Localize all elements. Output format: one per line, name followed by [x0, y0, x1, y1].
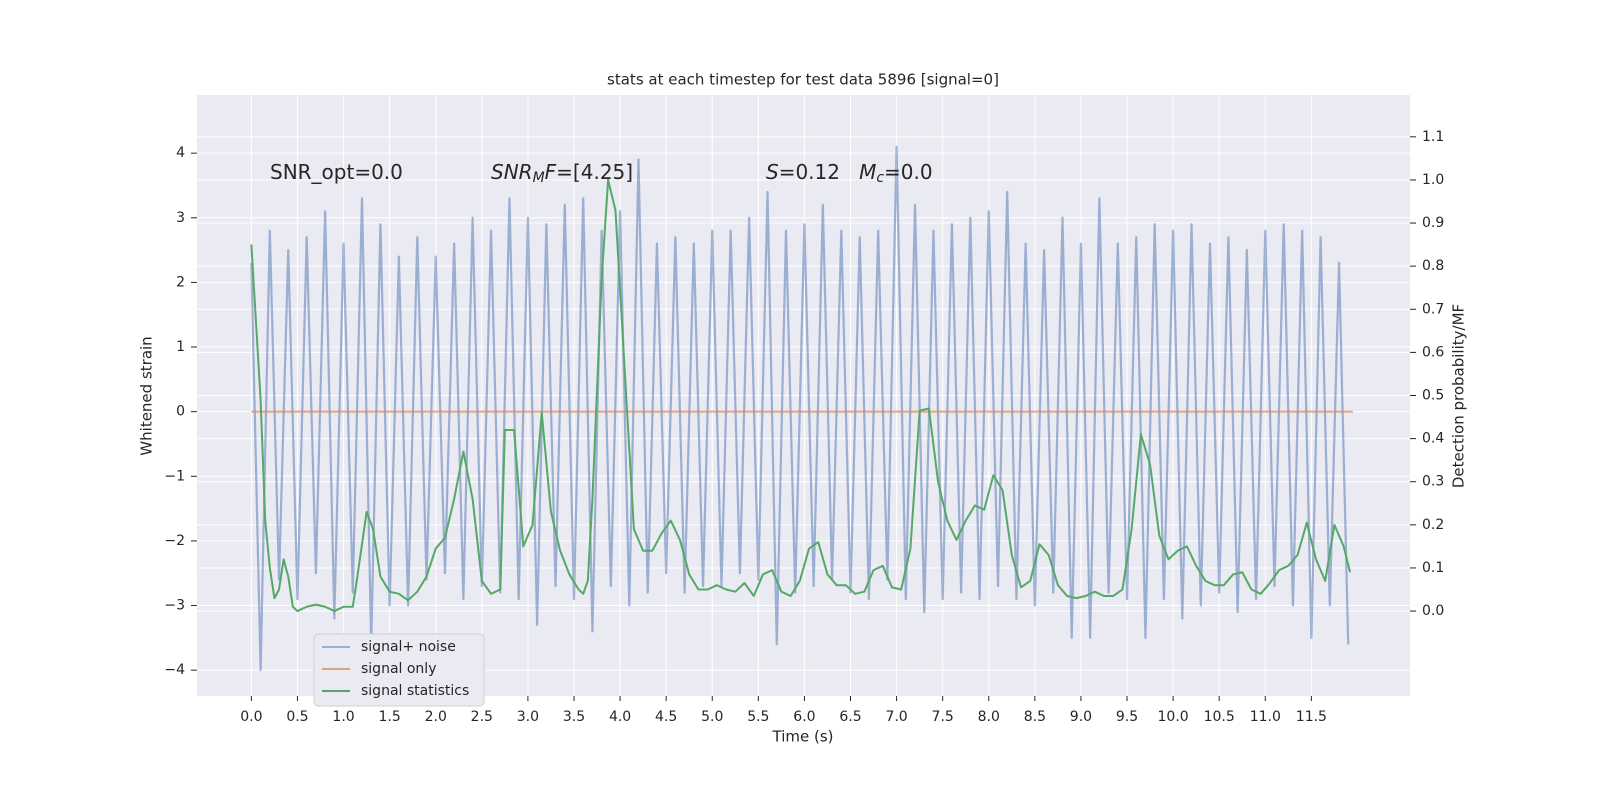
x-tick-label: 5.0 — [701, 709, 723, 725]
x-tick-label: 7.0 — [885, 709, 907, 725]
y-tick-label: 4 — [176, 145, 185, 161]
annotation: S=0.12 Mc=0.0 — [766, 160, 933, 187]
x-tick-label: 1.5 — [379, 709, 401, 725]
x-tick-label: 4.5 — [655, 709, 677, 725]
y2-tick-label: 1.0 — [1422, 172, 1444, 188]
annotation-part: F — [545, 160, 557, 184]
x-tick-label: 8.5 — [1024, 709, 1046, 725]
y2-tick-label: 0.0 — [1422, 603, 1444, 619]
x-tick-label: 11.5 — [1296, 709, 1327, 725]
legend: signal+ noise signal only signal statistic… — [313, 633, 485, 707]
y-tick-label: 3 — [176, 210, 185, 226]
y2-tick-label: 0.1 — [1422, 560, 1444, 576]
annotation-part: M — [533, 170, 545, 186]
series-line — [250, 178, 1352, 613]
y2-tick-label: 0.9 — [1422, 215, 1444, 231]
y2-tick-label: 0.7 — [1422, 301, 1444, 317]
y-tick-label: 1 — [176, 339, 185, 355]
series-line — [250, 145, 1350, 672]
x-tick-label: 0.5 — [286, 709, 308, 725]
y-tick-label: 0 — [176, 404, 185, 420]
x-tick-label: 4.0 — [609, 709, 631, 725]
y-tick-label: −1 — [164, 468, 185, 484]
x-tick-label: 10.5 — [1204, 709, 1235, 725]
x-tick-label: 5.5 — [747, 709, 769, 725]
annotation-part: =0.12 — [779, 160, 859, 184]
annotation-part: SNR_opt=0.0 — [270, 160, 403, 184]
legend-label: signal statistics — [361, 683, 469, 699]
y-tick-label: −4 — [164, 662, 185, 678]
y2-axis-label: Detection probability/MF — [1450, 304, 1468, 488]
annotation-part: =0.0 — [884, 160, 933, 184]
y2-tick-label: 0.3 — [1422, 474, 1444, 490]
annotation: SNRMF=[4.25] — [491, 160, 633, 187]
annotation-part: =[4.25] — [556, 160, 633, 184]
chart-title: stats at each timestep for test data 589… — [607, 71, 999, 89]
legend-box — [313, 633, 485, 707]
x-tick-label: 9.0 — [1070, 709, 1092, 725]
x-axis-label: Time (s) — [772, 728, 834, 746]
x-tick-label: 11.0 — [1250, 709, 1281, 725]
y2-tick-label: 1.1 — [1422, 129, 1444, 145]
x-tick-label: 2.5 — [471, 709, 493, 725]
marks — [250, 145, 1353, 672]
x-tick-label: 1.0 — [332, 709, 354, 725]
x-tick-label: 3.0 — [517, 709, 539, 725]
y-tick-label: −3 — [164, 598, 185, 614]
x-tick-label: 0.0 — [240, 709, 262, 725]
annotation-part: c — [876, 170, 884, 186]
y-tick-label: 2 — [176, 274, 185, 290]
y2-tick-label: 0.2 — [1422, 517, 1444, 533]
x-tick-label: 10.0 — [1158, 709, 1189, 725]
x-tick-label: 6.5 — [839, 709, 861, 725]
x-tick-label: 2.0 — [425, 709, 447, 725]
y2-tick-label: 0.5 — [1422, 388, 1444, 404]
legend-label: signal only — [361, 661, 436, 677]
x-tick-label: 7.5 — [932, 709, 954, 725]
annotation: SNR_opt=0.0 — [270, 160, 403, 184]
annotation-part: M — [859, 160, 876, 184]
y-axis-label: Whitened strain — [138, 336, 156, 455]
annotation-part: SNR — [491, 160, 533, 184]
x-tick-label: 8.0 — [978, 709, 1000, 725]
x-tick-label: 3.5 — [563, 709, 585, 725]
y2-tick-label: 0.4 — [1422, 431, 1444, 447]
y2-tick-label: 0.8 — [1422, 258, 1444, 274]
legend-label: signal+ noise — [361, 639, 456, 655]
y-tick-label: −2 — [164, 533, 185, 549]
y2-tick-label: 0.6 — [1422, 344, 1444, 360]
x-tick-label: 6.0 — [793, 709, 815, 725]
x-tick-label: 9.5 — [1116, 709, 1138, 725]
annotation-part: S — [766, 160, 779, 184]
